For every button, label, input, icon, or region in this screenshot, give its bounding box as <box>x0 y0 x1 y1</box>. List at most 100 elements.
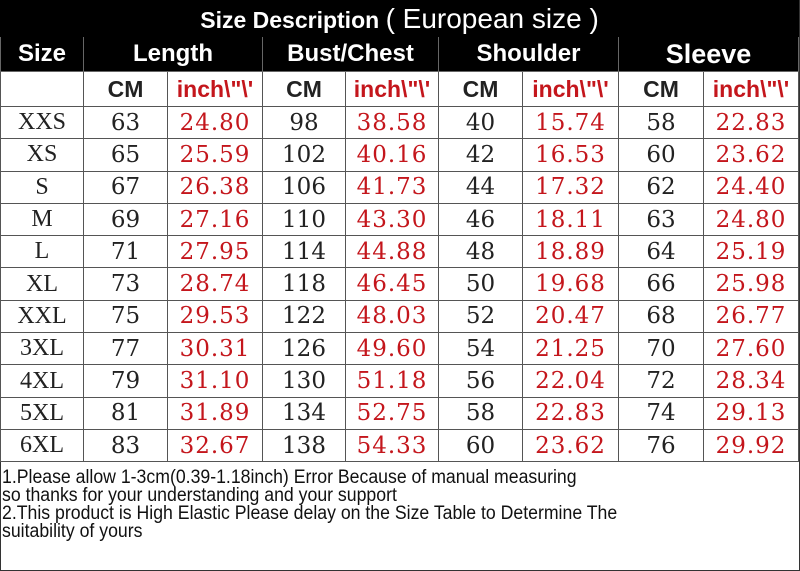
cm-cell: 106 <box>262 170 346 204</box>
cm-cell: 56 <box>438 364 523 398</box>
inch-cell: 24.80 <box>702 202 800 237</box>
inch-cell: 20.47 <box>522 299 619 334</box>
inch-cell: 27.95 <box>167 235 263 269</box>
inch-cell: 18.11 <box>522 202 619 237</box>
table-row: 3XL 77 30.31 126 49.60 54 21.25 70 27.60 <box>0 332 800 366</box>
cm-cell: 52 <box>438 299 523 334</box>
inch-cell: 16.53 <box>522 138 619 172</box>
inch-cell: 26.77 <box>702 299 800 334</box>
size-cell: XXS <box>0 105 84 140</box>
cm-cell: 69 <box>83 202 168 237</box>
inch-cell: 18.89 <box>522 235 619 269</box>
unit-inch: inch\"\' <box>167 71 263 107</box>
cm-cell: 50 <box>438 267 523 301</box>
size-chart-table: Size Description ( European size ) Size … <box>0 0 800 463</box>
cm-cell: 62 <box>618 170 704 204</box>
cm-cell: 44 <box>438 170 523 204</box>
inch-cell: 44.88 <box>345 235 439 269</box>
header-shoulder: Shoulder <box>438 36 619 72</box>
unit-cm: CM <box>262 71 346 107</box>
cm-cell: 138 <box>262 428 346 463</box>
cm-cell: 66 <box>618 267 704 301</box>
inch-cell: 28.34 <box>702 364 800 398</box>
cm-cell: 74 <box>618 396 704 430</box>
inch-cell: 27.16 <box>167 202 263 237</box>
header-size: Size <box>0 36 84 72</box>
cm-cell: 83 <box>83 428 168 463</box>
table-row: XS 65 25.59 102 40.16 42 16.53 60 23.62 <box>0 138 800 172</box>
inch-cell: 40.16 <box>345 138 439 172</box>
cm-cell: 134 <box>262 396 346 430</box>
inch-cell: 24.80 <box>167 105 263 140</box>
cm-cell: 79 <box>83 364 168 398</box>
cm-cell: 46 <box>438 202 523 237</box>
size-cell: XL <box>0 267 84 301</box>
cm-cell: 130 <box>262 364 346 398</box>
table-row: XXS 63 24.80 98 38.58 40 15.74 58 22.83 <box>0 105 800 140</box>
inch-cell: 25.19 <box>702 235 800 269</box>
cm-cell: 110 <box>262 202 346 237</box>
cm-cell: 98 <box>262 105 346 140</box>
note-line: so thanks for your understanding and you… <box>2 485 397 506</box>
table-row: 6XL 83 32.67 138 54.33 60 23.62 76 29.92 <box>0 428 800 463</box>
table-row: XL 73 28.74 118 46.45 50 19.68 66 25.98 <box>0 267 800 301</box>
notes: 1.Please allow 1-3cm(0.39-1.18inch) Erro… <box>2 468 618 542</box>
inch-cell: 29.53 <box>167 299 263 334</box>
inch-cell: 27.60 <box>702 332 800 366</box>
cm-cell: 114 <box>262 235 346 269</box>
cm-cell: 122 <box>262 299 346 334</box>
size-cell: 6XL <box>0 428 84 463</box>
inch-cell: 22.83 <box>522 396 619 430</box>
inch-cell: 25.98 <box>702 267 800 301</box>
table-row: 5XL 81 31.89 134 52.75 58 22.83 74 29.13 <box>0 396 800 430</box>
inch-cell: 43.30 <box>345 202 439 237</box>
cm-cell: 126 <box>262 332 346 366</box>
size-cell: XS <box>0 138 84 172</box>
inch-cell: 41.73 <box>345 170 439 204</box>
note-line: 2.This product is High Elastic Please de… <box>2 503 618 524</box>
table-row: M 69 27.16 110 43.30 46 18.11 63 24.80 <box>0 202 800 237</box>
cm-cell: 60 <box>438 428 523 463</box>
inch-cell: 49.60 <box>345 332 439 366</box>
inch-cell: 29.13 <box>702 396 800 430</box>
unit-inch: inch\"\' <box>522 71 619 107</box>
unit-cm: CM <box>618 71 704 107</box>
unit-inch: inch\"\' <box>702 71 800 107</box>
size-cell: XXL <box>0 299 84 334</box>
cm-cell: 67 <box>83 170 168 204</box>
cm-cell: 42 <box>438 138 523 172</box>
inch-cell: 17.32 <box>522 170 619 204</box>
unit-cm: CM <box>438 71 523 107</box>
chart-title: Size Description ( European size ) <box>0 0 800 37</box>
inch-cell: 15.74 <box>522 105 619 140</box>
inch-cell: 22.83 <box>702 105 800 140</box>
size-cell: L <box>0 235 84 269</box>
note-line: suitability of yours <box>2 521 143 542</box>
inch-cell: 26.38 <box>167 170 263 204</box>
cm-cell: 102 <box>262 138 346 172</box>
cm-cell: 68 <box>618 299 704 334</box>
inch-cell: 48.03 <box>345 299 439 334</box>
cm-cell: 73 <box>83 267 168 301</box>
size-cell: 4XL <box>0 364 84 398</box>
table-row: 4XL 79 31.10 130 51.18 56 22.04 72 28.34 <box>0 364 800 398</box>
title-sub: ( European size ) <box>385 2 599 34</box>
inch-cell: 30.31 <box>167 332 263 366</box>
cm-cell: 58 <box>438 396 523 430</box>
table-row: S 67 26.38 106 41.73 44 17.32 62 24.40 <box>0 170 800 204</box>
cm-cell: 48 <box>438 235 523 269</box>
unit-cm: CM <box>83 71 168 107</box>
cm-cell: 71 <box>83 235 168 269</box>
inch-cell: 25.59 <box>167 138 263 172</box>
size-cell: S <box>0 170 84 204</box>
inch-cell: 21.25 <box>522 332 619 366</box>
cm-cell: 76 <box>618 428 704 463</box>
inch-cell: 52.75 <box>345 396 439 430</box>
cm-cell: 77 <box>83 332 168 366</box>
cm-cell: 63 <box>83 105 168 140</box>
cm-cell: 58 <box>618 105 704 140</box>
unit-inch: inch\"\' <box>345 71 439 107</box>
inch-cell: 28.74 <box>167 267 263 301</box>
inch-cell: 31.89 <box>167 396 263 430</box>
cm-cell: 65 <box>83 138 168 172</box>
